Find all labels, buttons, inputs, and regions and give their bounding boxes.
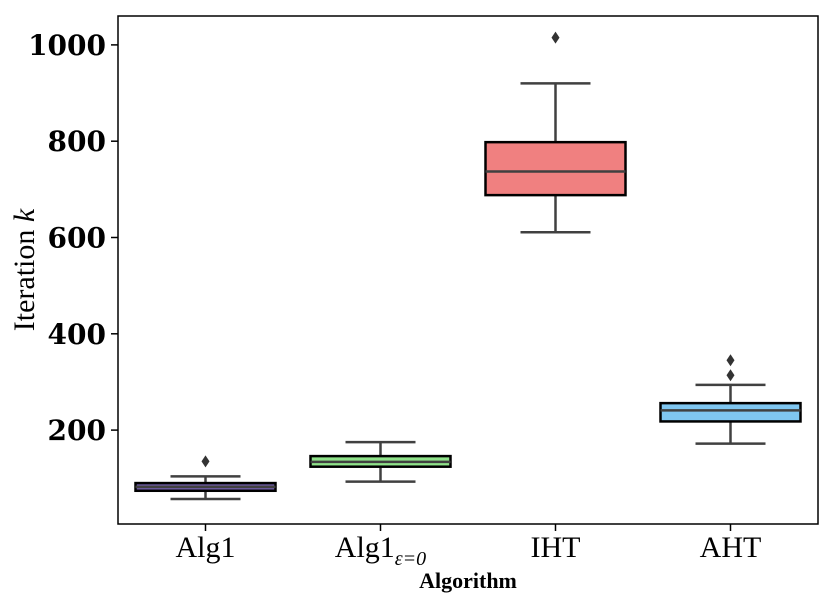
y-axis: 200 400 600 800 1000	[28, 29, 118, 447]
y-tick-label: 200	[48, 414, 106, 447]
outlier-point	[726, 369, 735, 382]
y-tick-label: 600	[48, 221, 106, 254]
outlier-point	[726, 354, 735, 367]
box-group-2	[309, 440, 452, 483]
x-tick-label: AHT	[700, 531, 762, 564]
box-iqr	[484, 140, 627, 197]
box-group-3	[484, 31, 627, 234]
y-axis-title-text: Iteration	[8, 230, 41, 332]
boxes-layer	[134, 31, 802, 501]
x-axis: Alg1 Alg1ε=0 IHT AHT	[176, 524, 762, 570]
y-tick-label: 400	[48, 318, 106, 351]
plot-frame	[117, 15, 819, 525]
x-tick-label: IHT	[531, 531, 581, 564]
x-tick-label: Alg1ε=0	[335, 531, 426, 570]
outlier-point	[551, 31, 560, 44]
y-tick-label: 800	[48, 125, 106, 158]
x-tick-label: Alg1	[176, 531, 236, 564]
y-axis-title: Iteration k	[8, 208, 41, 331]
y-tick-label: 1000	[28, 29, 106, 62]
box-group-1	[134, 455, 277, 501]
y-axis-title-var: k	[8, 208, 41, 222]
box-iqr	[659, 401, 802, 423]
box-group-4	[659, 354, 802, 445]
x-axis-title: Algorithm	[419, 568, 517, 593]
outlier-point	[201, 455, 210, 468]
